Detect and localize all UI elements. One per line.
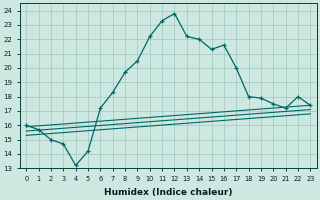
X-axis label: Humidex (Indice chaleur): Humidex (Indice chaleur): [104, 188, 233, 197]
